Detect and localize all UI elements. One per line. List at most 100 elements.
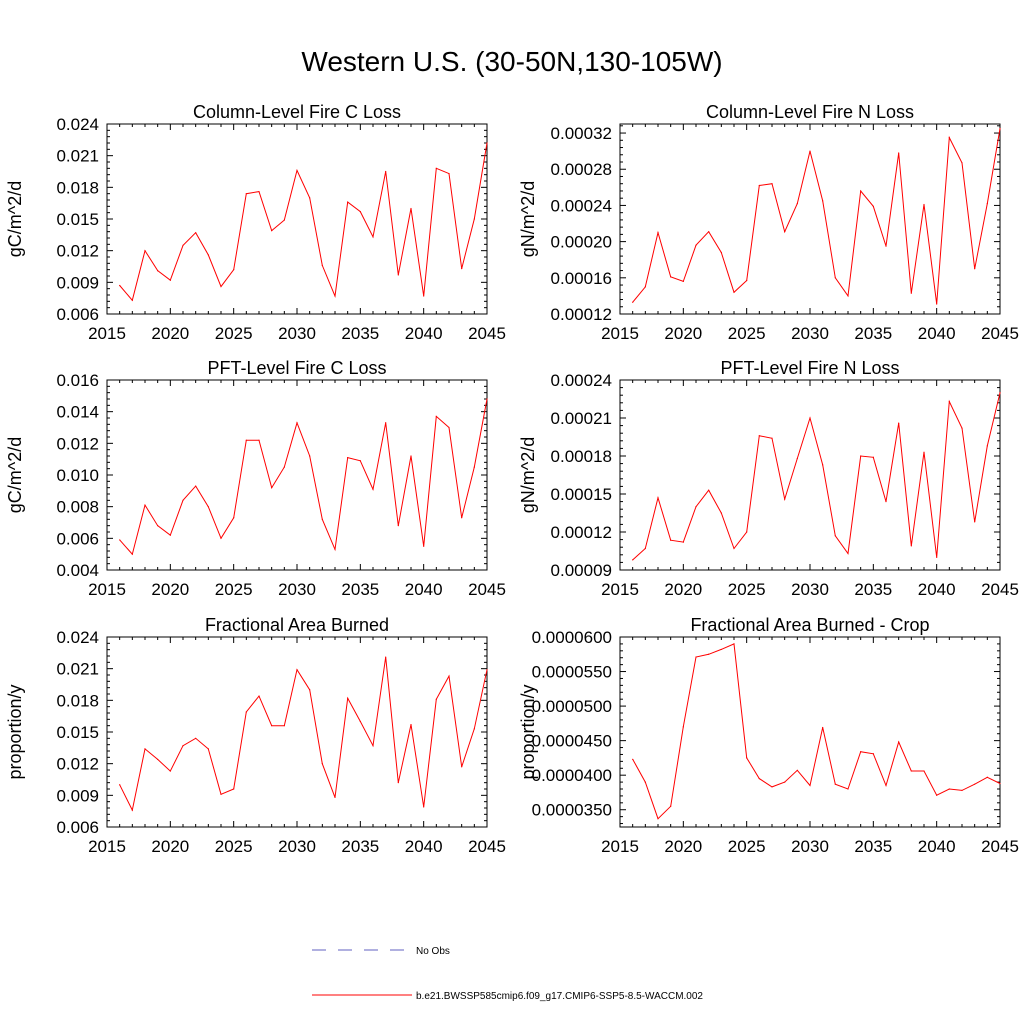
data-point [435,167,437,169]
x-tick-label: 2020 [664,580,702,599]
data-point [461,766,463,768]
page-title: Western U.S. (30-50N,130-105W) [301,46,723,77]
data-point [974,521,976,523]
x-tick-label: 2015 [88,837,126,856]
data-point [423,545,425,547]
x-tick-label: 2035 [854,837,892,856]
data-point [359,460,361,462]
x-tick-label: 2015 [88,324,126,343]
data-point [321,763,323,765]
data-point [131,553,133,555]
data-point [410,455,412,457]
y-tick-label: 0.010 [56,466,99,485]
data-point [334,548,336,551]
chart-panel: PFT-Level Fire C Loss gC/m^2/d 2015 2020 202… [5,358,506,599]
data-point [632,758,634,760]
data-point [986,776,988,778]
chart-panel: Column-Level Fire N Loss gN/m^2/d 2015 2020… [518,102,1019,343]
data-point [682,280,684,283]
x-tick-label: 2025 [728,580,766,599]
panel-title: Column-Level Fire C Loss [193,102,401,122]
data-point [758,435,760,437]
data-point [733,291,735,293]
data-point [397,782,399,784]
data-point [448,675,450,677]
data-point [119,784,121,786]
data-point [435,415,437,418]
legend-model-label: b.e21.BWSSP585cmip6.f09_g17.CMIP6-SSP5-8… [416,991,703,1002]
y-tick-label: 0.0000450 [532,732,612,751]
data-point [385,656,387,658]
series-line [119,398,488,556]
data-point [372,236,374,238]
data-point [233,788,235,790]
x-tick-label: 2040 [918,837,956,856]
y-tick-label: 0.0000600 [532,628,612,647]
data-point [372,488,374,490]
data-point [809,784,811,787]
data-point [182,244,184,246]
y-tick-label: 0.00012 [551,523,612,542]
data-point [182,745,184,747]
data-point [157,758,159,761]
data-point [233,517,235,519]
data-point [195,232,197,234]
y-tick-label: 0.00028 [551,160,612,179]
data-point [169,279,171,281]
data-point [746,279,748,282]
data-point [131,299,133,301]
data-point [720,648,722,651]
y-tick-label: 0.009 [56,786,99,805]
data-point [809,150,811,152]
y-tick-label: 0.006 [56,818,99,837]
data-point [119,284,121,287]
data-point [657,497,659,499]
x-tick-label: 2015 [601,837,639,856]
x-tick-label: 2030 [278,324,316,343]
data-point [670,539,672,541]
y-tick-label: 0.006 [56,529,99,548]
y-axis-label: proportion/y [518,684,538,779]
x-tick-label: 2015 [88,580,126,599]
x-tick-label: 2020 [151,324,189,343]
legend: No Obs b.e21.BWSSP585cmip6.f09_g17.CMIP6… [312,946,703,1002]
x-tick-label: 2035 [341,580,379,599]
plot-frame [106,636,488,828]
y-tick-label: 0.0000500 [532,697,612,716]
data-point [847,552,849,555]
x-tick-label: 2040 [918,324,956,343]
data-point [359,720,361,723]
data-point [961,789,963,791]
data-point [347,201,349,203]
data-point [473,728,475,730]
data-point [195,737,197,739]
x-tick-label: 2045 [981,324,1019,343]
x-tick-label: 2030 [278,837,316,856]
x-tick-label: 2040 [405,580,443,599]
x-tick-label: 2040 [918,580,956,599]
data-point [885,245,887,247]
data-point [936,556,938,558]
y-tick-label: 0.00021 [551,409,612,428]
data-point [809,417,811,419]
x-tick-label: 2020 [151,580,189,599]
data-point [695,244,697,246]
y-tick-label: 0.012 [56,434,99,453]
data-point [258,190,260,193]
data-point [796,203,798,205]
data-point [758,778,760,780]
data-point [708,653,710,655]
data-point [410,724,412,726]
data-point [144,250,146,252]
data-point [207,506,209,508]
x-tick-label: 2035 [341,324,379,343]
plot-frame [619,636,1001,828]
data-point [334,295,336,297]
data-point [644,781,646,783]
data-point [822,726,824,729]
legend-obs-label: No Obs [416,946,450,957]
x-tick-label: 2045 [468,324,506,343]
panel-title: Fractional Area Burned - Crop [690,615,929,635]
series-line [632,643,1001,820]
